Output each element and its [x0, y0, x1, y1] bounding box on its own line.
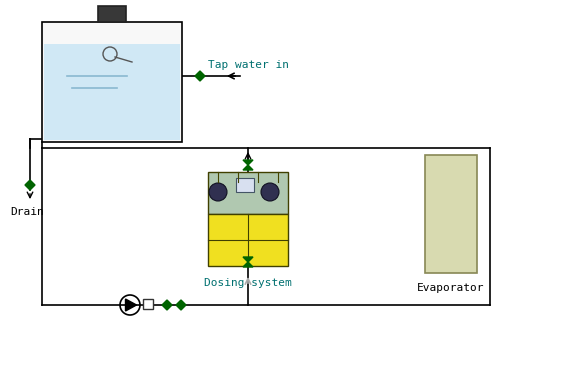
Polygon shape: [243, 160, 253, 165]
Bar: [143, 299, 153, 309]
Polygon shape: [125, 299, 137, 311]
Polygon shape: [25, 180, 30, 190]
Text: Evaporator: Evaporator: [417, 283, 485, 293]
Bar: [44, 44, 180, 140]
Text: Dosing system: Dosing system: [204, 278, 292, 288]
Polygon shape: [195, 71, 200, 81]
Polygon shape: [243, 257, 253, 262]
Polygon shape: [162, 300, 167, 310]
Polygon shape: [30, 180, 35, 190]
Bar: [42, 22, 182, 142]
Polygon shape: [243, 262, 253, 267]
Polygon shape: [181, 300, 186, 310]
Polygon shape: [176, 300, 181, 310]
Circle shape: [261, 183, 279, 201]
Polygon shape: [200, 71, 205, 81]
Bar: [98, 6, 126, 22]
Text: Tap water in: Tap water in: [208, 60, 289, 70]
Bar: [208, 172, 288, 214]
Text: Drain: Drain: [10, 207, 44, 217]
Bar: [236, 178, 254, 192]
Polygon shape: [243, 165, 253, 170]
Polygon shape: [167, 300, 172, 310]
Circle shape: [209, 183, 227, 201]
Bar: [425, 155, 477, 273]
Bar: [208, 214, 288, 266]
